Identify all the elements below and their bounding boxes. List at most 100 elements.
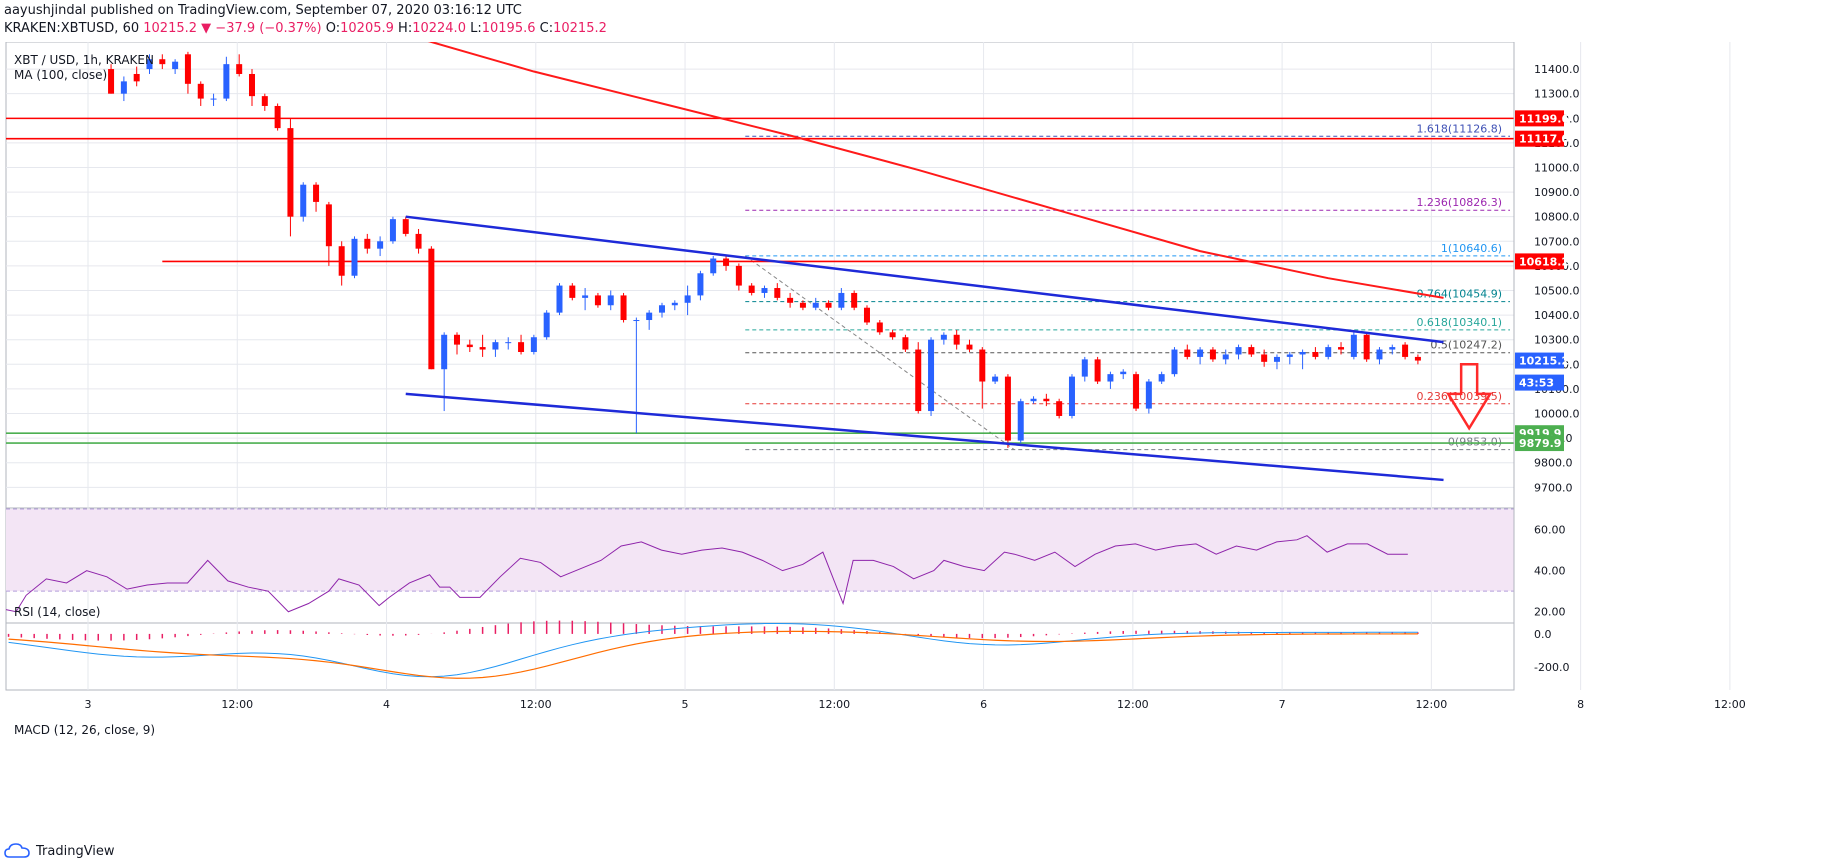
- low-label: L:: [470, 21, 482, 36]
- time-tick-label: 3: [84, 698, 91, 711]
- candle-body: [441, 334, 448, 370]
- price-change: ▼ −37.9 (−0.37%): [201, 21, 322, 36]
- candle-body: [364, 238, 371, 249]
- time-tick-label: 12:00: [520, 698, 552, 711]
- candle-body: [172, 61, 179, 70]
- fib-level-label: 0.764(10454.9): [1416, 288, 1502, 301]
- candle-body: [1184, 349, 1191, 357]
- candle-body: [1030, 398, 1037, 402]
- candle-body: [1389, 347, 1396, 350]
- candle-body: [505, 342, 512, 344]
- candlestick-series: [108, 51, 1421, 448]
- chart-canvas[interactable]: 1.618(11126.8) 1.236(10826.3) 1(10640.6) 0.…: [0, 42, 1828, 840]
- candle-body: [492, 342, 499, 350]
- price-tick-label: 10300.0: [1534, 334, 1580, 347]
- level-price-tag-label: 11199.6: [1519, 112, 1569, 125]
- candle-body: [1350, 334, 1357, 357]
- level-price-tag-label: 10618.2: [1519, 255, 1569, 268]
- open-label: O:: [325, 21, 341, 36]
- candle-body: [966, 344, 973, 350]
- candle-body: [1107, 374, 1114, 382]
- candle-body: [633, 320, 640, 322]
- candle-body: [1056, 401, 1063, 416]
- candle-body: [646, 312, 653, 321]
- candle-body: [876, 322, 883, 333]
- candle-body: [582, 295, 589, 298]
- macd-pane: [7, 620, 1419, 679]
- level-price-tag: [1515, 110, 1564, 127]
- time-tick-label: 7: [1279, 698, 1286, 711]
- time-tick-label: 4: [383, 698, 390, 711]
- candle-body: [1094, 359, 1101, 382]
- tradingview-cloud-icon: [4, 843, 30, 858]
- candle-body: [1273, 356, 1280, 362]
- candle-body: [184, 54, 191, 84]
- candle-body: [1209, 349, 1216, 360]
- publisher-name[interactable]: aayushjindal: [4, 3, 87, 18]
- candle-body: [108, 69, 115, 94]
- level-price-tag: [1515, 130, 1564, 147]
- candle-body: [248, 73, 255, 97]
- price-tick-label: 10700.0: [1534, 235, 1580, 248]
- rsi-legend: RSI (14, close): [14, 605, 100, 619]
- symbol-label: KRAKEN:XBTUSD, 60: [4, 21, 140, 36]
- candle-body: [710, 258, 717, 274]
- candle-body: [351, 238, 358, 276]
- candle-body: [325, 204, 332, 247]
- close-value: 10215.2: [553, 21, 607, 36]
- candle-body: [774, 288, 781, 298]
- publish-header: aayushjindal published on TradingView.co…: [0, 0, 1828, 44]
- candle-body: [1004, 376, 1011, 441]
- candle-body: [1299, 352, 1306, 355]
- fib-level-label: 0.618(10340.1): [1416, 316, 1502, 329]
- rsi-line: [5, 535, 1408, 613]
- fib-level-label: 0(9853.0): [1448, 436, 1502, 449]
- candle-body: [479, 347, 486, 350]
- candle-body: [1235, 347, 1242, 355]
- ma-legend: MA (100, close): [14, 68, 107, 82]
- time-tick-label: 12:00: [1714, 698, 1746, 711]
- candle-body: [453, 334, 460, 345]
- tradingview-footer[interactable]: TradingView: [4, 840, 115, 862]
- candle-body: [415, 233, 422, 249]
- candle-body: [389, 219, 396, 242]
- channel-lower-trendline: [405, 392, 1444, 482]
- candle-body: [1363, 334, 1370, 360]
- signal-line: [8, 630, 1418, 679]
- candle-body: [735, 265, 742, 286]
- candle-body: [1068, 376, 1075, 416]
- candle-body: [1171, 349, 1178, 375]
- tradingview-brand: TradingView: [36, 843, 115, 859]
- price-tick-label: 11400.0: [1534, 63, 1580, 76]
- fibonacci-levels: 1.618(11126.8) 1.236(10826.3) 1(10640.6) 0.…: [744, 122, 1510, 451]
- price-tick-label: 10800.0: [1534, 211, 1580, 224]
- channel-upper-trendline: [405, 215, 1444, 344]
- candle-body: [1402, 344, 1409, 357]
- candle-body: [1158, 374, 1165, 382]
- candle-body: [1261, 354, 1268, 362]
- price-axis[interactable]: 9700.09800.09900.010000.010100.010200.01…: [1513, 42, 1580, 690]
- candle-body: [1017, 401, 1024, 441]
- candle-body: [210, 98, 217, 100]
- last-price-tag: [1515, 374, 1564, 391]
- candle-body: [223, 64, 230, 99]
- rsi-pane: [5, 508, 1514, 613]
- candle-body: [569, 285, 576, 298]
- candle-body: [928, 339, 935, 412]
- candle-body: [428, 248, 435, 370]
- level-price-tag: [1515, 253, 1564, 270]
- high-value: 10224.0: [412, 21, 466, 36]
- rsi-tick-label: 20.00: [1534, 606, 1566, 619]
- candle-body: [1043, 398, 1050, 402]
- candle-body: [530, 337, 537, 352]
- candle-body: [133, 73, 140, 82]
- candle-body: [658, 305, 665, 313]
- candle-body: [300, 184, 307, 217]
- candle-body: [671, 302, 678, 306]
- fib-level-label: 0.5(10247.2): [1430, 339, 1502, 352]
- rsi-tick-label: 60.00: [1534, 524, 1566, 537]
- low-value: 10195.6: [481, 21, 536, 36]
- candle-body: [1248, 347, 1255, 355]
- macd-tick-label: 0.0: [1534, 628, 1552, 641]
